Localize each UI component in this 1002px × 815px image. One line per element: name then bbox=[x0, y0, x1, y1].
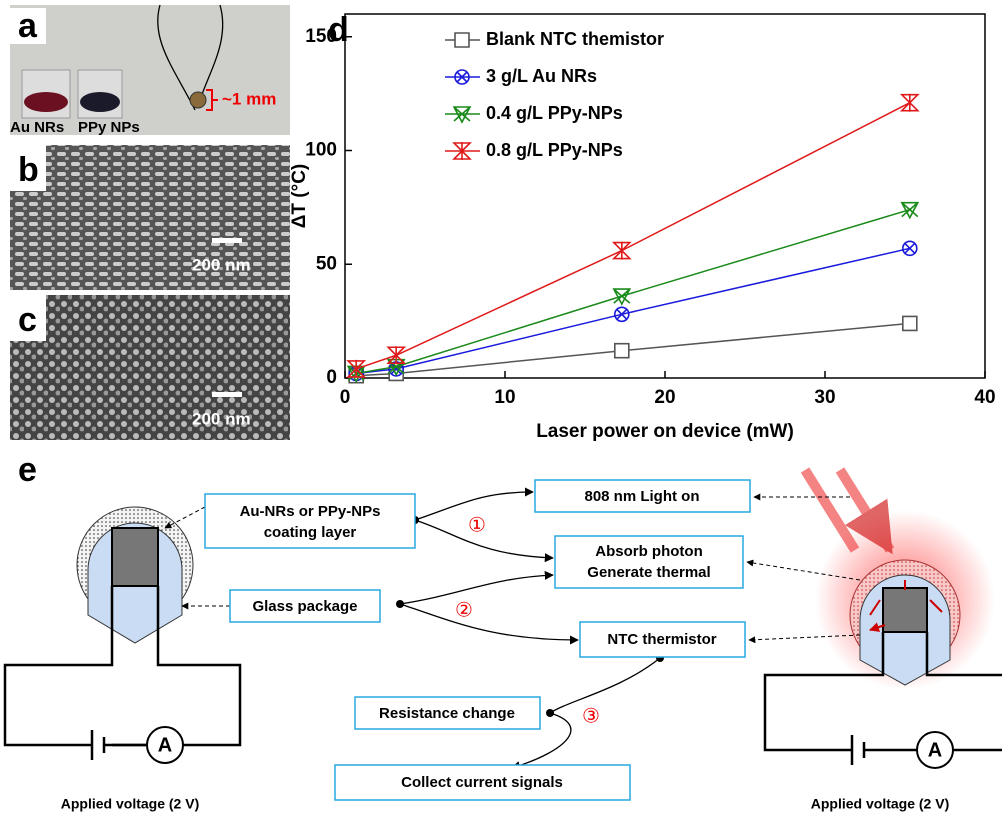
meter-label: A bbox=[928, 739, 942, 761]
scale-bar bbox=[212, 238, 242, 243]
vial-label: Au NRs bbox=[10, 119, 64, 136]
box-text: Au-NRs or PPy-NPs bbox=[240, 503, 381, 520]
marker bbox=[615, 344, 629, 358]
marker bbox=[615, 307, 629, 321]
x-axis-label: Laser power on device (mW) bbox=[536, 421, 794, 442]
figure: a Au NRs PPy NPs ~1 mm b 200 nm c 200 nm… bbox=[0, 0, 1002, 815]
legend-label: 0.4 g/L PPy-NPs bbox=[486, 103, 623, 123]
plot-frame bbox=[345, 14, 985, 378]
panel-label: b bbox=[18, 151, 39, 189]
x-tick-label: 0 bbox=[340, 387, 351, 408]
scale-label: 200 nm bbox=[192, 409, 251, 428]
marker bbox=[903, 316, 917, 330]
x-tick-label: 10 bbox=[494, 387, 515, 408]
marker bbox=[902, 203, 918, 218]
size-label: ~1 mm bbox=[222, 89, 276, 108]
scale-bar bbox=[212, 392, 242, 397]
caption: Applied voltage (2 V) bbox=[811, 796, 949, 812]
step-number: ① bbox=[468, 513, 486, 537]
marker bbox=[614, 289, 630, 304]
x-tick-label: 40 bbox=[974, 387, 995, 408]
panel-label: a bbox=[18, 7, 38, 45]
step-number: ③ bbox=[582, 704, 600, 728]
box-text: Absorb photon bbox=[595, 543, 702, 560]
marker bbox=[388, 346, 404, 364]
panel-label: c bbox=[18, 301, 37, 339]
legend-label: 0.8 g/L PPy-NPs bbox=[486, 140, 623, 160]
marker bbox=[902, 94, 918, 112]
photo-panel bbox=[10, 5, 290, 135]
y-tick-label: 50 bbox=[316, 253, 337, 274]
series-line bbox=[356, 323, 910, 375]
y-tick-label: 0 bbox=[326, 367, 337, 388]
x-tick-label: 30 bbox=[814, 387, 835, 408]
marker bbox=[614, 242, 630, 260]
step-number: ② bbox=[455, 598, 473, 622]
legend-label: 3 g/L Au NRs bbox=[486, 66, 597, 86]
device-right bbox=[765, 470, 1002, 768]
box-text: 808 nm Light on bbox=[584, 488, 699, 505]
box-text: Collect current signals bbox=[401, 774, 563, 791]
box-text: NTC thermistor bbox=[607, 631, 716, 648]
box-text: Glass package bbox=[252, 598, 357, 615]
vial-label: PPy NPs bbox=[78, 119, 140, 136]
series-line bbox=[356, 103, 910, 369]
box-text: coating layer bbox=[264, 524, 357, 541]
legend-marker bbox=[455, 33, 469, 47]
chart: d Laser power on device (mW) ΔT (°C) 050… bbox=[289, 11, 996, 442]
meter-label: A bbox=[158, 734, 172, 756]
caption: Applied voltage (2 V) bbox=[61, 796, 199, 812]
panel-label: e bbox=[18, 451, 37, 489]
series-line bbox=[356, 210, 910, 374]
y-tick-label: 100 bbox=[305, 140, 337, 161]
y-axis-label: ΔT (°C) bbox=[289, 164, 310, 229]
scale-label: 200 nm bbox=[192, 255, 251, 274]
legend-label: Blank NTC themistor bbox=[486, 29, 664, 49]
x-tick-label: 20 bbox=[654, 387, 675, 408]
marker bbox=[903, 241, 917, 255]
series-line bbox=[356, 248, 910, 373]
box-text: Resistance change bbox=[379, 705, 515, 722]
y-tick-label: 150 bbox=[305, 26, 337, 47]
box-text: Generate thermal bbox=[587, 564, 710, 581]
